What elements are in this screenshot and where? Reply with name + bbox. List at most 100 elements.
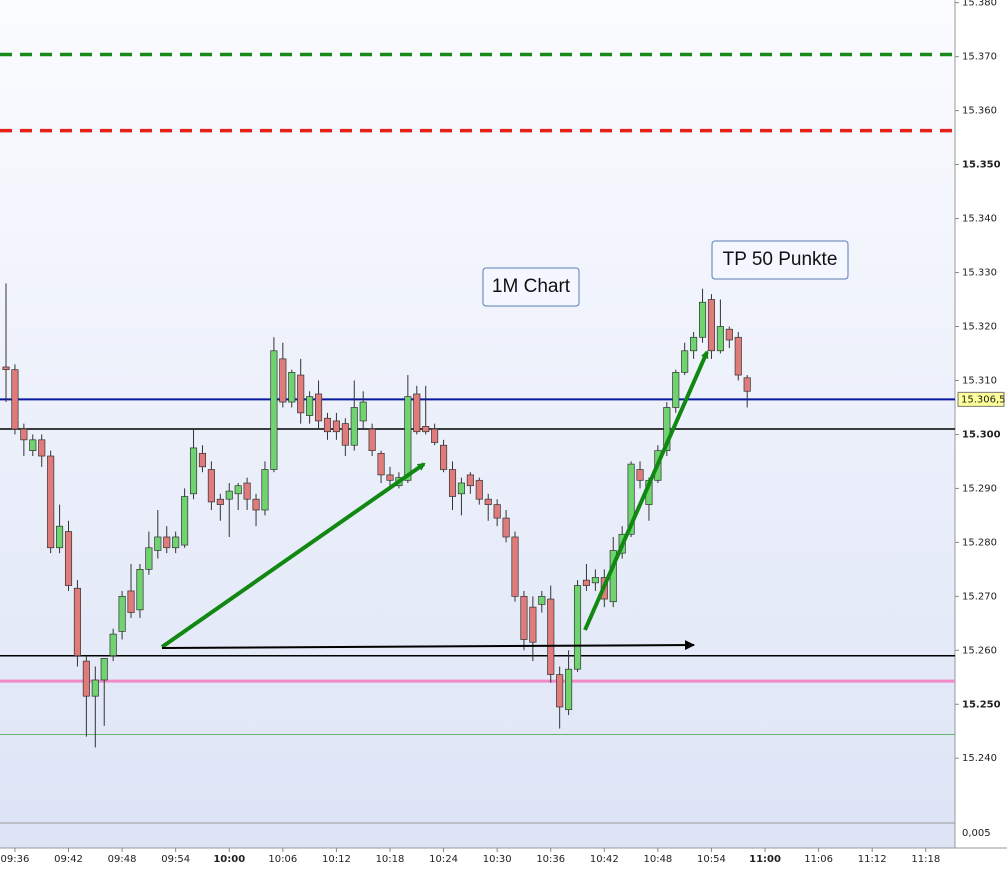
- annotation-box: [482, 267, 580, 307]
- x-tick-label: 10:00: [213, 854, 245, 865]
- level-label-box: [957, 391, 1005, 407]
- candle-body: [127, 590, 135, 613]
- candle-body: [47, 455, 55, 549]
- candle-body: [189, 447, 198, 495]
- candle-body: [565, 668, 573, 711]
- y-tick-label: 15.340: [962, 214, 997, 225]
- candle-body: [493, 504, 501, 519]
- candle-body: [484, 498, 492, 505]
- candle-body: [716, 326, 724, 352]
- candle-body: [306, 396, 314, 416]
- y-tick-label: 15.330: [962, 268, 997, 279]
- candle-body: [154, 536, 162, 551]
- candle-body: [359, 401, 367, 422]
- candle-body: [556, 674, 564, 708]
- candle-body: [82, 660, 90, 697]
- candle-body: [725, 328, 733, 341]
- candle-body: [323, 417, 332, 433]
- axis-background: [955, 0, 1007, 848]
- x-tick-label: 10:06: [268, 854, 297, 865]
- candle-body: [234, 485, 242, 495]
- y-tick-label: 15.320: [962, 322, 997, 333]
- candle-body: [73, 587, 81, 657]
- x-tick-label: 10:30: [483, 854, 512, 865]
- y-tick-label: 15.370: [962, 52, 997, 63]
- x-tick-label: 09:36: [1, 854, 30, 865]
- candle-body: [511, 536, 519, 597]
- candle-body: [457, 482, 465, 495]
- x-tick-label: 10:42: [590, 854, 619, 865]
- candle-body: [136, 569, 144, 611]
- candle-body: [627, 463, 635, 535]
- candle-body: [172, 536, 180, 549]
- candle-body: [386, 474, 394, 481]
- candle-body: [297, 374, 305, 414]
- candle-body: [261, 469, 269, 511]
- candle-body: [163, 536, 171, 549]
- candle-body: [56, 525, 64, 549]
- y-tick-label: 15.270: [962, 591, 997, 602]
- candle-body: [404, 396, 412, 481]
- candle-body: [279, 358, 287, 403]
- y-tick-label: 15.310: [962, 375, 997, 386]
- candle-body: [368, 428, 376, 451]
- candle-body: [582, 579, 591, 586]
- candle-body: [377, 452, 385, 476]
- trend-arrow: [583, 350, 709, 631]
- range-arrow: [161, 640, 695, 651]
- candle-body: [707, 299, 716, 352]
- candle-body: [431, 428, 439, 443]
- candle-body: [672, 372, 680, 408]
- marks: [0, 52, 955, 748]
- candle-body: [538, 595, 546, 605]
- level-label: 15.306,5: [961, 394, 1006, 405]
- y-tick-label: 15.300: [962, 429, 1001, 440]
- x-tick-label: 11:00: [749, 854, 781, 865]
- candle-body: [29, 439, 37, 451]
- candle-body: [109, 633, 117, 657]
- candle-body: [145, 547, 153, 570]
- y-tick-label: 15.280: [962, 537, 997, 548]
- x-tick-label: 09:54: [161, 854, 190, 865]
- y-tick-label: 15.250: [962, 699, 1001, 710]
- candle-body: [198, 452, 207, 468]
- x-tick-label: 10:36: [536, 854, 565, 865]
- candle-body: [332, 420, 340, 433]
- candle-body: [225, 490, 233, 500]
- candle-body: [591, 577, 599, 584]
- candle-body: [288, 372, 296, 403]
- candle-body: [100, 658, 108, 681]
- candle-body: [64, 531, 73, 586]
- candle-body: [520, 595, 528, 640]
- candle-body: [38, 439, 46, 457]
- x-tick-label: 11:12: [858, 854, 887, 865]
- candle-body: [698, 301, 707, 338]
- annotation: TP 50 Punkte: [723, 249, 838, 270]
- trend-arrow: [160, 462, 426, 649]
- candle-body: [466, 474, 474, 487]
- drawings: [160, 350, 709, 651]
- candle-body: [475, 479, 483, 500]
- candle-body: [636, 469, 644, 481]
- time-axis-background: [0, 848, 1007, 873]
- annotation: 1M Chart: [492, 276, 571, 297]
- candle-body: [315, 393, 323, 422]
- x-tick-label: 10:48: [643, 854, 672, 865]
- x-tick-label: 10:18: [376, 854, 405, 865]
- candle-body: [243, 482, 251, 500]
- x-tick-label: 09:42: [54, 854, 83, 865]
- candle-body: [422, 425, 430, 433]
- candle-body: [743, 377, 751, 392]
- x-tick-label: 10:24: [429, 854, 458, 865]
- x-tick-label: 10:12: [322, 854, 351, 865]
- annotation-box: [711, 240, 849, 280]
- candle-body: [207, 469, 215, 503]
- candle-body: [413, 393, 421, 433]
- y-tick-label: 15.380: [962, 0, 997, 9]
- candle-body: [448, 469, 457, 497]
- x-tick-label: 11:18: [911, 854, 940, 865]
- plot-background: [0, 0, 955, 848]
- candle-body: [341, 423, 349, 446]
- y-tick-label: 15.290: [962, 483, 997, 494]
- candle-body: [350, 407, 358, 446]
